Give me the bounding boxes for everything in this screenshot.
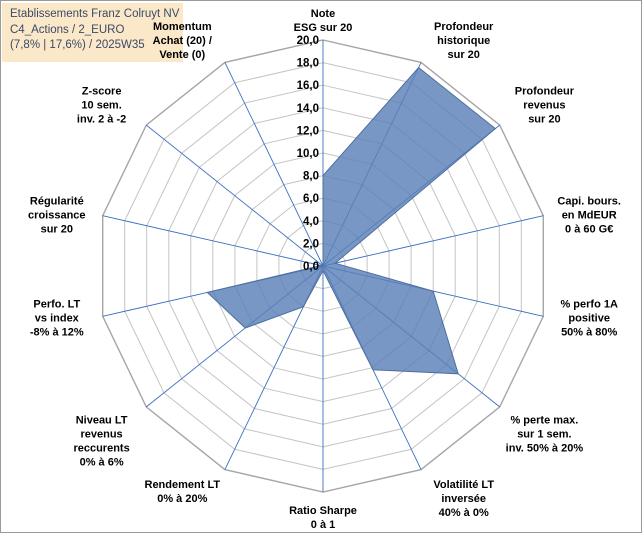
title-line-category: C4_Actions / 2_EURO <box>10 23 125 36</box>
chart-title-box: Etablissements Franz Colruyt NV C4_Actio… <box>2 3 183 62</box>
r-tick-label: 10,0 <box>297 148 319 160</box>
r-tick-label: 4,0 <box>303 216 319 228</box>
r-tick-label: 6,0 <box>303 193 319 205</box>
axis-label: Profondeur revenus sur 20 <box>515 85 575 125</box>
r-tick-label: 20,0 <box>297 35 319 47</box>
axis-label: Volatilité LT inversée 40% à 0% <box>433 479 494 519</box>
axis-label: % perfo 1A positive 50% à 80% <box>560 299 618 339</box>
r-tick-label: 8,0 <box>303 171 319 183</box>
r-tick-label: 12,0 <box>297 125 319 137</box>
axis-label: Profondeur historique sur 20 <box>434 21 494 61</box>
axis-spoke <box>146 124 324 267</box>
axis-label: Ratio Sharpe 0 à 1 <box>289 505 357 531</box>
axis-label: Z-score 10 sem. inv. 2 à -2 <box>77 85 126 125</box>
r-tick-label: 14,0 <box>297 103 319 115</box>
axis-label: Capi. bours. en MdEUR 0 à 60 G€ <box>557 195 621 235</box>
axis-label: Perfo. LT vs index -8% à 12% <box>30 299 84 339</box>
axis-spoke <box>322 215 544 267</box>
r-tick-label: 16,0 <box>297 80 319 92</box>
axis-label: Note ESG sur 20 <box>294 8 353 34</box>
title-line-stats: (7,8% | 17,6%) / 2025W35 <box>10 39 145 51</box>
r-tick-label: 2,0 <box>303 238 319 250</box>
r-tick-label: 18,0 <box>297 58 319 70</box>
title-line-company: Etablissements Franz Colruyt NV <box>10 8 180 20</box>
axis-label: Niveau LT revenus reccurents 0% à 6% <box>73 415 129 469</box>
axis-label: Momentum Achat (20) / Vente (0) <box>153 21 212 61</box>
axis-label: % perte max. sur 1 sem. inv. 50% à 20% <box>506 415 584 455</box>
axis-spoke <box>102 215 324 267</box>
axis-spoke <box>224 62 324 267</box>
series-area <box>206 66 497 375</box>
r-tick-label: 0,0 <box>303 261 319 273</box>
axis-label: Régularité croissance sur 20 <box>28 195 85 235</box>
axis-label: Rendement LT 0% à 20% <box>145 479 221 505</box>
